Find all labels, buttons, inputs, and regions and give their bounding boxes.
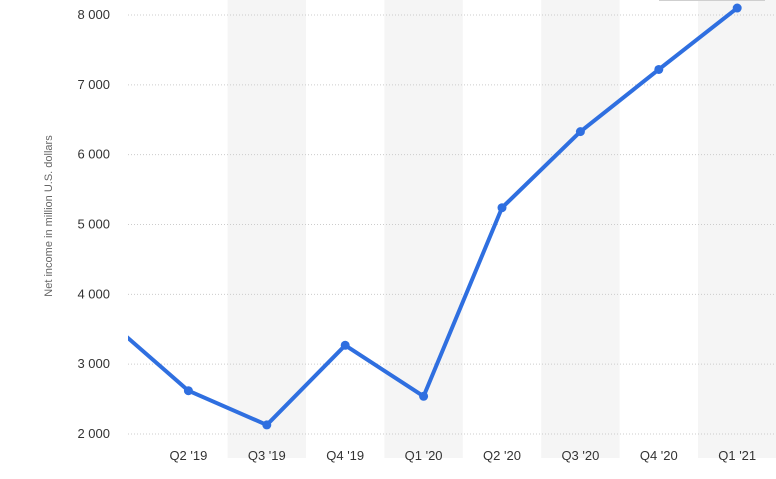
- x-tick-label: Q4 '20: [640, 448, 678, 463]
- data-point[interactable]: [419, 391, 429, 401]
- y-tick-label: 8 000: [77, 7, 110, 22]
- data-point[interactable]: [654, 64, 664, 74]
- data-point[interactable]: [497, 203, 507, 213]
- y-tick-label: 7 000: [77, 77, 110, 92]
- y-tick-label: 6 000: [77, 147, 110, 162]
- x-tick-label: Q3 '20: [561, 448, 599, 463]
- y-tick-label: 4 000: [77, 286, 110, 301]
- y-tick-label: 2 000: [77, 426, 110, 441]
- legend-box: [659, 0, 765, 1]
- x-tick-label: Q2 '19: [169, 448, 207, 463]
- data-point[interactable]: [575, 127, 585, 137]
- series-group: [128, 3, 742, 430]
- y-tick-label: 3 000: [77, 356, 110, 371]
- x-tick-label: Q1 '20: [405, 448, 443, 463]
- data-point[interactable]: [732, 3, 742, 13]
- x-axis-ticks: Q2 '19 Q3 '19 Q4 '19 Q1 '20 Q2 '20 Q3 '20 Q4 '…: [169, 448, 756, 463]
- x-tick-label: Q3 '19: [248, 448, 286, 463]
- gridlines: [128, 14, 776, 435]
- data-point[interactable]: [340, 340, 350, 350]
- data-point[interactable]: [262, 420, 272, 430]
- alternating-bands: [227, 0, 776, 458]
- category-band: [541, 0, 620, 458]
- data-point[interactable]: [183, 386, 193, 396]
- y-tick-label: 5 000: [77, 217, 110, 232]
- category-band: [227, 0, 306, 458]
- x-tick-label: Q4 '19: [326, 448, 364, 463]
- y-axis-title: Net income in million U.S. dollars: [43, 135, 55, 297]
- x-tick-label: Q1 '21: [718, 448, 756, 463]
- category-band: [698, 0, 776, 458]
- category-band: [384, 0, 463, 458]
- x-tick-label: Q2 '20: [483, 448, 521, 463]
- y-axis-ticks: 2 000 3 000 4 000 5 000 6 000 7 000 8 000: [77, 7, 110, 441]
